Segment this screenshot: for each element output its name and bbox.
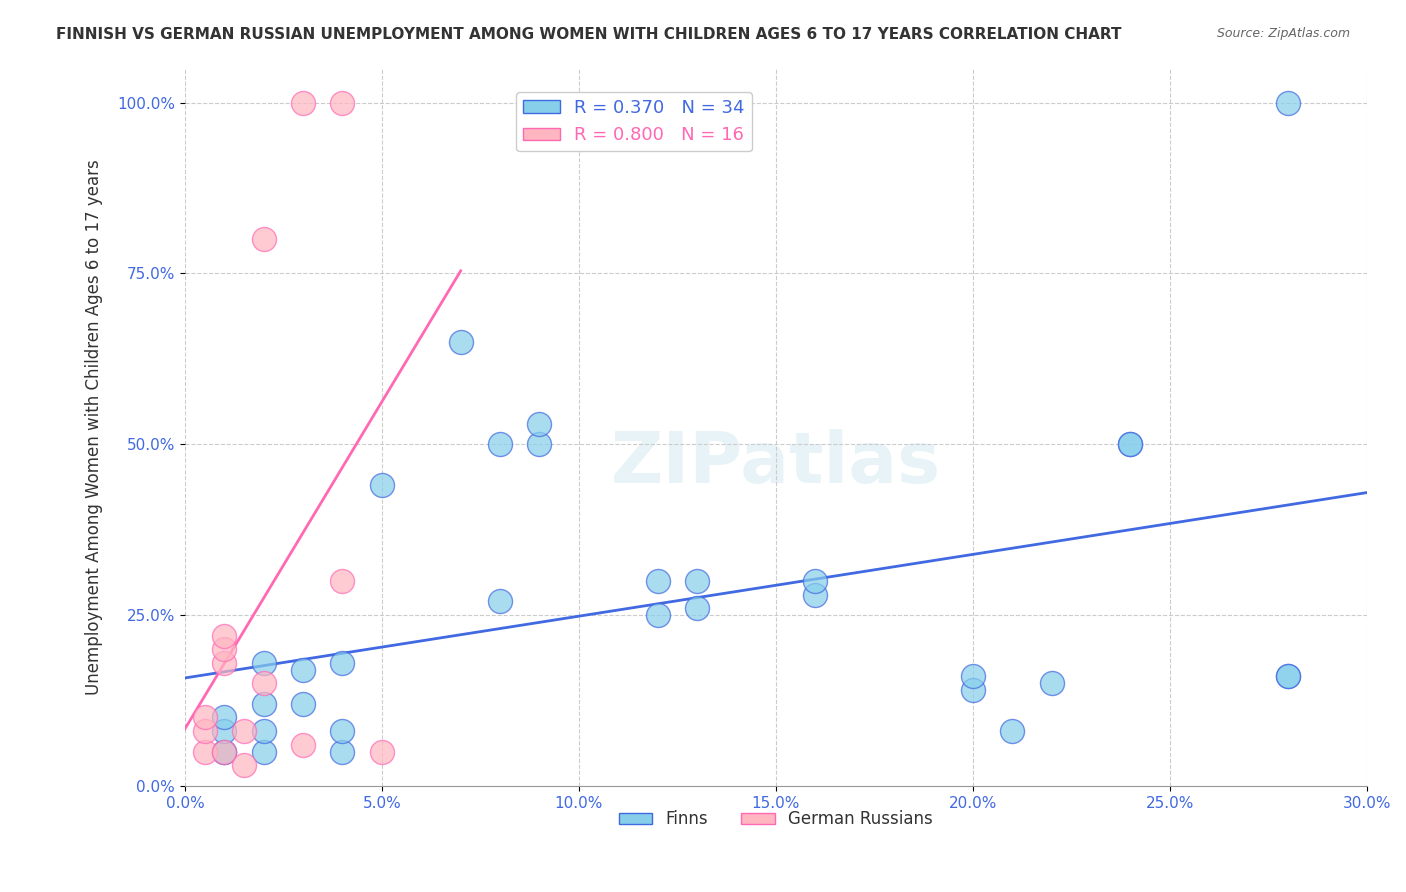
Point (489, 594, 512, 608)
Point (489, 437, 512, 451)
Y-axis label: Unemployment Among Women with Children Ages 6 to 17 years: Unemployment Among Women with Children A… (86, 160, 103, 695)
Point (332, 724, 354, 739)
Point (332, 656, 354, 670)
Text: ZIPatlas: ZIPatlas (610, 428, 941, 498)
Point (529, 437, 551, 451)
Point (292, 663, 315, 677)
Point (1277, 95, 1299, 110)
Point (686, 601, 709, 615)
Point (962, 669, 984, 683)
Point (371, 745, 394, 759)
Point (1040, 676, 1063, 690)
Point (194, 710, 217, 724)
Point (962, 683, 984, 698)
Point (1277, 669, 1299, 683)
Point (686, 574, 709, 588)
Point (647, 574, 669, 588)
Point (253, 745, 276, 759)
Legend: Finns, German Russians: Finns, German Russians (612, 804, 939, 835)
Point (214, 745, 236, 759)
Point (292, 95, 315, 110)
Point (233, 724, 256, 739)
Point (332, 95, 354, 110)
Point (253, 232, 276, 246)
Point (214, 745, 236, 759)
Text: FINNISH VS GERMAN RUSSIAN UNEMPLOYMENT AMONG WOMEN WITH CHILDREN AGES 6 TO 17 YE: FINNISH VS GERMAN RUSSIAN UNEMPLOYMENT A… (56, 27, 1122, 42)
Point (214, 642, 236, 657)
Point (450, 334, 472, 349)
Point (1119, 437, 1142, 451)
Point (292, 697, 315, 711)
Point (647, 607, 669, 622)
Point (371, 478, 394, 492)
Point (529, 417, 551, 431)
Point (253, 656, 276, 670)
Point (1001, 724, 1024, 739)
Point (332, 745, 354, 759)
Point (214, 628, 236, 642)
Point (253, 676, 276, 690)
Point (194, 724, 217, 739)
Point (804, 587, 827, 601)
Point (194, 745, 217, 759)
Point (292, 738, 315, 752)
Point (214, 710, 236, 724)
Point (804, 574, 827, 588)
Point (214, 656, 236, 670)
Point (214, 745, 236, 759)
Point (1277, 669, 1299, 683)
Point (253, 697, 276, 711)
Point (214, 724, 236, 739)
Point (233, 758, 256, 772)
Point (332, 574, 354, 588)
Text: Source: ZipAtlas.com: Source: ZipAtlas.com (1216, 27, 1350, 40)
Point (1119, 437, 1142, 451)
Point (253, 724, 276, 739)
